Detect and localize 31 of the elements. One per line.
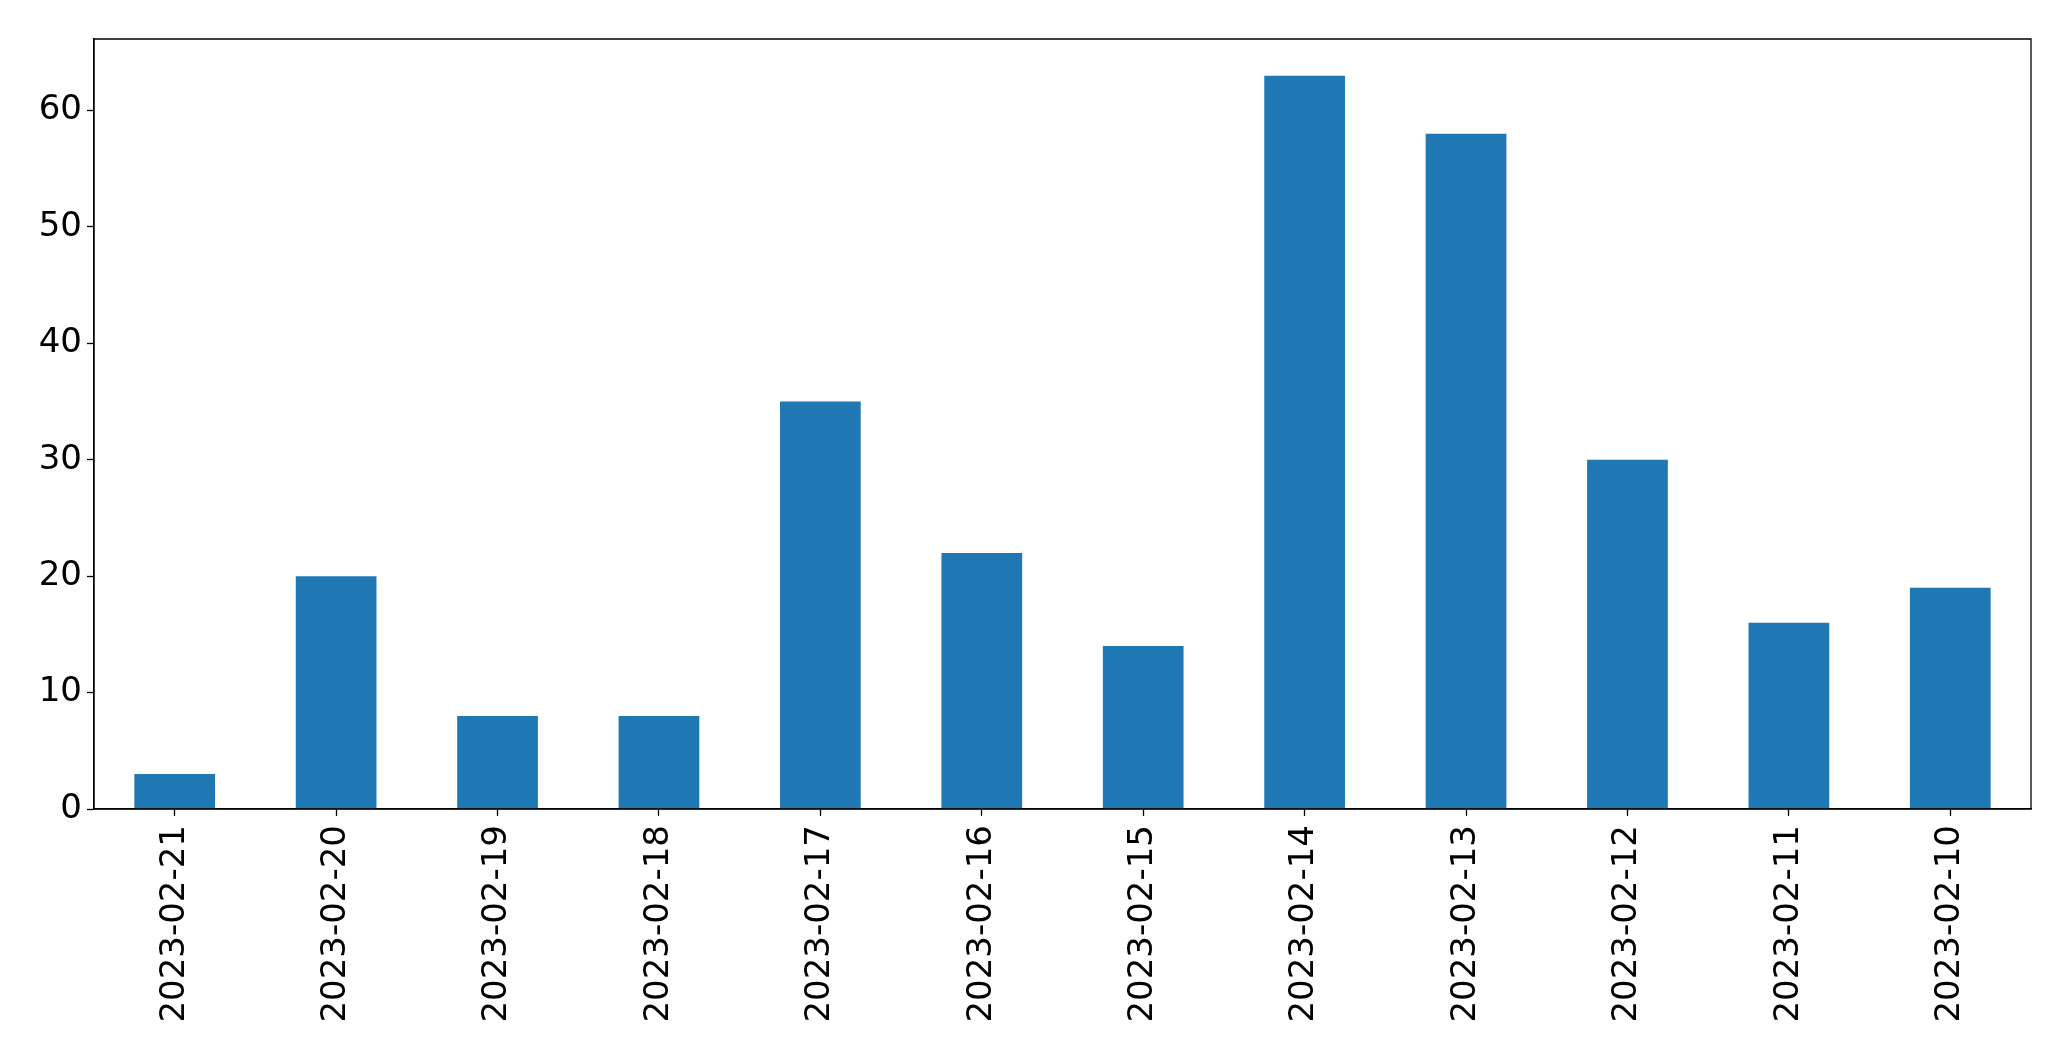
x-tick-label: 2023-02-15 <box>1120 825 1161 1023</box>
x-tick-label: 2023-02-12 <box>1604 825 1645 1023</box>
x-tick-label: 2023-02-10 <box>1927 825 1968 1023</box>
bar <box>1748 622 1830 809</box>
bar <box>618 715 700 809</box>
bar <box>1909 587 1991 809</box>
bar <box>1587 459 1668 809</box>
x-tick-label: 2023-02-18 <box>635 825 676 1023</box>
y-tick-label: 60 <box>38 87 82 128</box>
bar <box>134 774 216 809</box>
x-tick-label: 2023-02-11 <box>1765 825 1806 1023</box>
bar <box>457 715 538 809</box>
bar <box>941 552 1023 809</box>
y-tick-label: 40 <box>38 320 82 361</box>
x-tick-label: 2023-02-20 <box>312 825 353 1023</box>
x-tick-label: 2023-02-14 <box>1281 825 1322 1023</box>
y-tick-label: 30 <box>38 436 82 477</box>
x-tick-label: 2023-02-19 <box>474 825 515 1023</box>
x-tick-label: 2023-02-21 <box>151 825 192 1023</box>
y-tick-label: 0 <box>60 785 82 826</box>
bar <box>1102 646 1184 809</box>
bar <box>1264 75 1345 809</box>
bar <box>780 401 861 809</box>
y-tick-label: 10 <box>38 669 82 710</box>
y-tick-label: 50 <box>38 203 82 244</box>
bar <box>1425 133 1507 809</box>
x-tick-label: 2023-02-13 <box>1442 825 1483 1023</box>
bar <box>295 576 377 809</box>
x-tick-label: 2023-02-16 <box>958 825 999 1023</box>
x-tick-label: 2023-02-17 <box>797 825 838 1023</box>
y-tick-label: 20 <box>38 553 82 594</box>
